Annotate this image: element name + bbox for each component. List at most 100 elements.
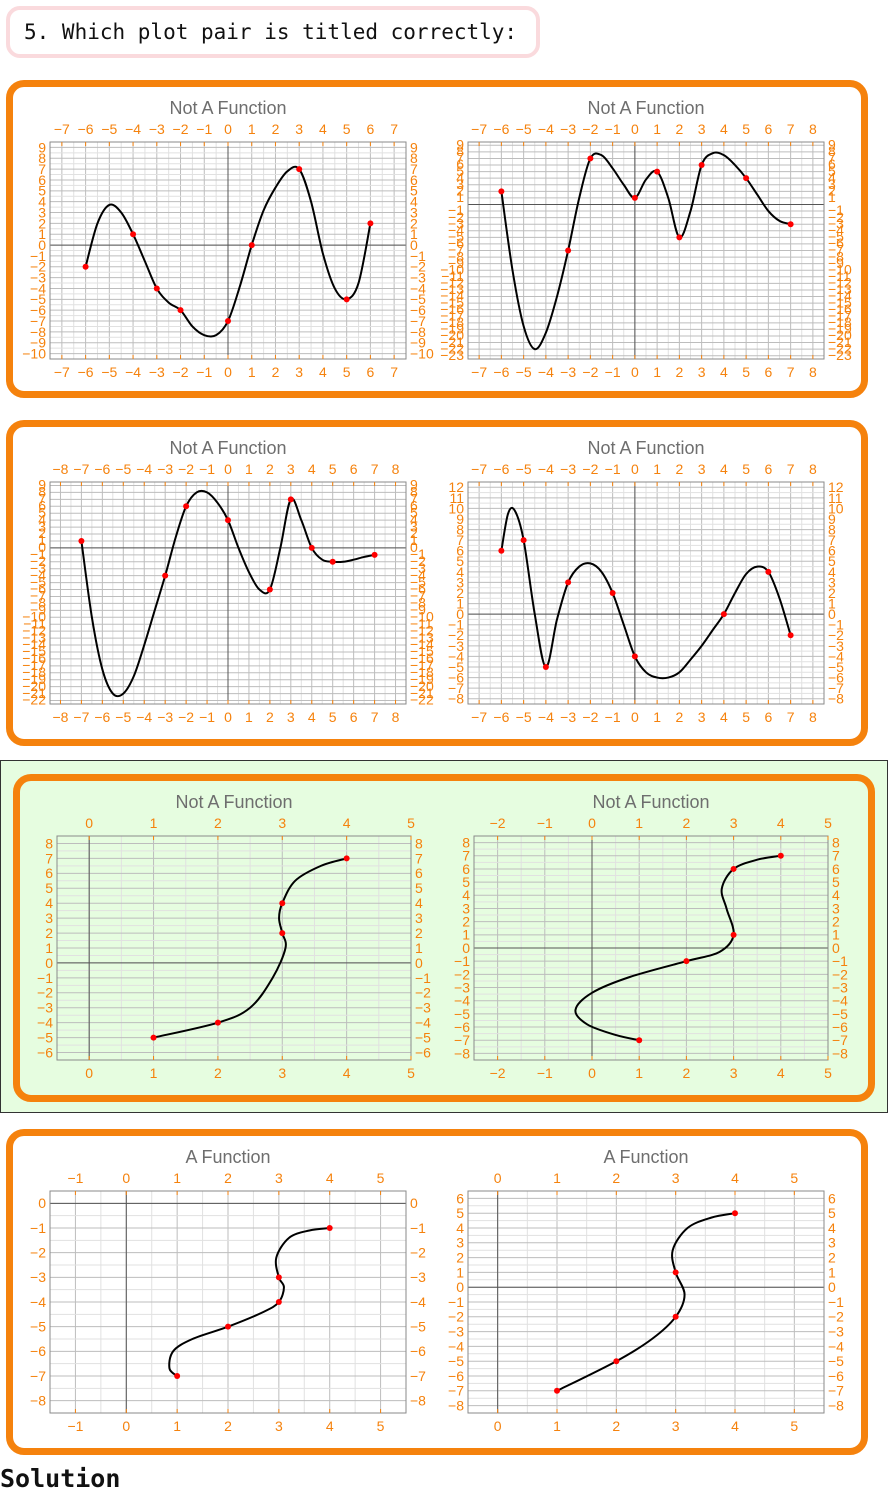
- y-tick-label-left: −22: [22, 692, 46, 708]
- x-tick-label-top: 0: [122, 1170, 130, 1186]
- y-tick-label-right: −13: [410, 629, 434, 645]
- plot-title: Not A Function: [175, 792, 292, 812]
- y-tick-label-left: 2: [456, 1250, 464, 1266]
- y-tick-label-left: 0: [38, 539, 46, 555]
- y-tick-label-right: −11: [828, 268, 851, 284]
- x-tick-label-bottom: 8: [392, 709, 400, 725]
- y-tick-label-left: −4: [448, 648, 464, 664]
- y-tick-label-right: 4: [832, 887, 840, 903]
- x-tick-label-bottom: 4: [777, 1065, 785, 1081]
- data-point: [787, 632, 794, 639]
- y-tick-label-right: 7: [410, 161, 418, 177]
- y-tick-label-left: −7: [30, 313, 46, 329]
- y-tick-label-left: −17: [440, 307, 464, 323]
- x-tick-label-top: −1: [67, 1170, 83, 1186]
- y-tick-label-left: 1: [456, 1264, 464, 1280]
- y-tick-label-left: 3: [456, 574, 464, 590]
- y-tick-label-left: 5: [462, 874, 470, 890]
- y-tick-label-right: 5: [828, 163, 836, 179]
- y-tick-label-right: −6: [832, 1019, 848, 1035]
- y-tick-label-left: 0: [38, 1195, 46, 1211]
- data-point: [296, 166, 303, 173]
- option-pair-3[interactable]: [13, 774, 875, 1102]
- x-tick-label-top: 0: [494, 1170, 502, 1186]
- y-tick-label-left: 9: [38, 477, 46, 493]
- x-tick-label-bottom: −1: [67, 1418, 83, 1434]
- y-tick-label-left: −11: [441, 268, 464, 284]
- y-tick-label-right: 3: [410, 204, 418, 220]
- y-tick-label-right: −2: [410, 553, 426, 569]
- data-point: [177, 307, 184, 314]
- y-tick-label-left: −2: [454, 966, 470, 982]
- y-tick-label-left: −21: [440, 334, 464, 350]
- y-tick-label-left: 0: [456, 1279, 464, 1295]
- x-tick-label-bottom: −6: [493, 364, 509, 380]
- y-tick-label-right: −21: [410, 685, 434, 701]
- y-tick-label-left: −1: [454, 953, 470, 969]
- x-tick-label-top: 1: [245, 461, 253, 477]
- y-tick-label-right: −7: [832, 1032, 848, 1048]
- plot-title: Not A Function: [169, 98, 286, 118]
- y-tick-label-right: 8: [415, 835, 423, 851]
- y-tick-label-left: −8: [30, 595, 46, 611]
- option-pair-4[interactable]: [6, 1129, 868, 1455]
- y-tick-label-right: −19: [410, 671, 434, 687]
- y-tick-label-left: 9: [456, 136, 464, 152]
- y-tick-label-right: −5: [410, 291, 426, 307]
- option-pair-2[interactable]: [6, 420, 868, 746]
- correct-option-highlight: [0, 760, 888, 1113]
- y-tick-label-left: 8: [462, 834, 470, 850]
- y-tick-label-left: −5: [448, 659, 464, 675]
- y-tick-label-right: 0: [828, 1279, 836, 1295]
- y-tick-label-left: −14: [440, 288, 464, 304]
- y-tick-label-right: −8: [410, 1393, 426, 1409]
- data-point: [565, 579, 572, 586]
- x-tick-label-top: 5: [329, 461, 337, 477]
- x-tick-label-bottom: −6: [78, 364, 94, 380]
- x-tick-label-bottom: 1: [635, 1065, 643, 1081]
- y-tick-label-right: −6: [410, 581, 426, 597]
- y-tick-label-left: −6: [448, 235, 464, 251]
- y-tick-label-right: 3: [410, 518, 418, 534]
- x-tick-label-top: 7: [371, 461, 379, 477]
- x-tick-label-top: 6: [764, 461, 772, 477]
- x-tick-label-bottom: 6: [350, 709, 358, 725]
- x-tick-label-top: 3: [698, 121, 706, 137]
- y-tick-label-right: −5: [415, 1030, 431, 1046]
- data-point: [732, 1210, 738, 1217]
- y-tick-label-right: −1: [832, 953, 848, 969]
- y-tick-label-right: −12: [828, 275, 852, 291]
- x-tick-label-top: 8: [809, 461, 817, 477]
- data-point: [162, 572, 169, 579]
- y-tick-label-left: 9: [456, 511, 464, 527]
- y-tick-label-left: −8: [454, 1045, 470, 1061]
- y-tick-label-right: 11: [828, 490, 843, 506]
- x-tick-label-top: 2: [612, 1170, 620, 1186]
- x-tick-label-top: 8: [809, 121, 817, 137]
- y-tick-label-right: 8: [828, 143, 836, 159]
- y-tick-label-right: −5: [410, 1319, 426, 1335]
- data-point: [82, 263, 89, 270]
- x-tick-label-bottom: 0: [588, 1065, 596, 1081]
- data-point: [225, 1323, 231, 1330]
- y-tick-label-right: −6: [410, 1343, 426, 1359]
- curve-line: [500, 506, 792, 680]
- y-tick-label-right: −5: [828, 229, 844, 245]
- y-tick-label-right: −22: [828, 340, 852, 356]
- data-point: [214, 1019, 221, 1026]
- x-tick-label-top: −2: [173, 121, 189, 137]
- data-point: [275, 1274, 282, 1281]
- plot-title: Not A Function: [169, 438, 286, 458]
- y-tick-label-right: −20: [410, 678, 434, 694]
- y-tick-label-left: −16: [22, 650, 46, 666]
- y-tick-label-left: −3: [448, 1324, 464, 1340]
- x-tick-label-bottom: −4: [136, 709, 152, 725]
- y-tick-label-right: −7: [828, 1383, 844, 1399]
- y-tick-label-left: 1: [45, 940, 53, 956]
- y-tick-label-left: −6: [448, 669, 464, 685]
- y-tick-label-right: −8: [410, 324, 426, 340]
- x-tick-label-bottom: 1: [245, 709, 253, 725]
- option-pair-1[interactable]: [6, 80, 868, 398]
- x-tick-label-top: 0: [224, 121, 232, 137]
